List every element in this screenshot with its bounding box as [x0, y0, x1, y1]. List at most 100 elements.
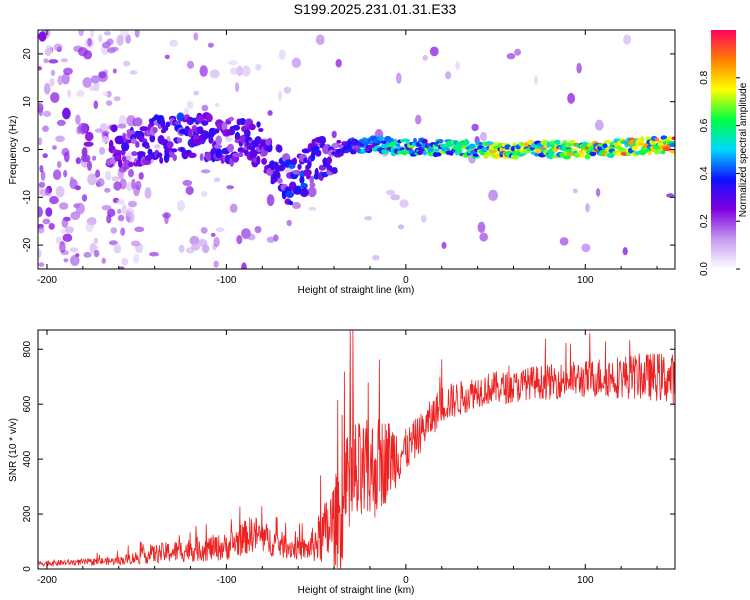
- heatmap-cell: [381, 150, 389, 155]
- colorbar-tick-label: 0.6: [699, 118, 710, 132]
- heatmap-cell: [166, 141, 174, 149]
- heatmap-cell: [56, 119, 66, 126]
- heatmap-cell: [291, 57, 302, 68]
- heatmap-cell: [228, 60, 238, 66]
- heatmap-cell: [93, 100, 99, 109]
- heatmap-cell: [139, 126, 149, 132]
- heatmap-cell: [49, 196, 59, 205]
- heatmap-cell: [82, 77, 92, 88]
- heatmap-cell: [128, 169, 134, 178]
- heatmap-cell: [149, 251, 159, 257]
- heatmap-cell: [77, 47, 88, 57]
- heatmap-cell: [117, 167, 125, 180]
- heatmap-cell: [390, 194, 401, 201]
- heatmap-cell: [595, 188, 601, 197]
- heatmap-cell: [104, 170, 112, 181]
- heatmap-cell: [117, 208, 122, 214]
- heatmap-cell: [94, 128, 103, 133]
- heatmap-cell: [422, 150, 427, 156]
- spectrogram-y-tick-label: 0: [22, 146, 33, 152]
- heatmap-cell: [378, 135, 384, 142]
- snr-x-tick-label: -100: [216, 575, 236, 586]
- heatmap-cell: [186, 60, 195, 69]
- heatmap-cell: [73, 203, 81, 209]
- heatmap-cell: [129, 70, 138, 75]
- heatmap-cell: [226, 185, 234, 190]
- heatmap-cell: [52, 145, 57, 150]
- heatmap-cell: [87, 173, 98, 186]
- heatmap-cell: [95, 169, 101, 178]
- spectrogram-x-tick-label: -200: [37, 275, 57, 286]
- heatmap-cell: [266, 194, 275, 207]
- heatmap-cell: [75, 253, 80, 258]
- heatmap-cell: [164, 212, 169, 225]
- spectrogram-x-tick-label: -100: [216, 275, 236, 286]
- heatmap-cell: [210, 232, 216, 237]
- snr-series: [38, 330, 675, 569]
- heatmap-cell: [193, 32, 199, 41]
- heatmap-cell: [589, 151, 597, 157]
- heatmap-cell: [106, 214, 112, 224]
- colorbar-ticks: 0.0 0.2 0.4 0.6 0.8: [699, 70, 740, 276]
- heatmap-cell: [63, 67, 73, 76]
- heatmap-cell: [437, 139, 444, 144]
- colorbar-tick-label: 0.2: [699, 214, 710, 228]
- heatmap-cell: [121, 204, 127, 215]
- heatmap-cell: [566, 152, 576, 156]
- heatmap-cell: [241, 65, 251, 77]
- heatmap-cell: [63, 169, 68, 178]
- heatmap-cell: [55, 135, 65, 143]
- heatmap-cell: [585, 203, 590, 213]
- heatmap-cell: [165, 121, 171, 128]
- spectrogram-x-tick-label: 100: [577, 275, 594, 286]
- spectrogram-y-label: Frequency (Hz): [8, 116, 19, 185]
- snr-x-tick-label: 100: [577, 575, 594, 586]
- heatmap-cell: [174, 121, 181, 125]
- heatmap-cell: [518, 141, 525, 147]
- heatmap-cell: [38, 66, 43, 71]
- heatmap-cell: [70, 255, 80, 266]
- heatmap-cell: [63, 258, 69, 263]
- heatmap-cell: [229, 67, 240, 75]
- heatmap-cell: [80, 154, 91, 163]
- heatmap-cell: [38, 226, 45, 234]
- heatmap-cell: [108, 240, 118, 246]
- heatmap-cell: [110, 46, 119, 52]
- heatmap-cell: [663, 147, 672, 152]
- heatmap-cell: [573, 153, 582, 158]
- heatmap-cell: [83, 251, 92, 258]
- heatmap-cell: [56, 161, 62, 168]
- heatmap-cell: [372, 254, 380, 261]
- heatmap-cell: [156, 152, 163, 158]
- heatmap-cell: [215, 135, 222, 146]
- heatmap-cell: [331, 130, 337, 139]
- heatmap-cell: [506, 53, 516, 60]
- heatmap-cell: [191, 243, 201, 251]
- heatmap-cell: [193, 90, 200, 96]
- snr-y-ticks: 0 200 400 600 800: [22, 340, 675, 572]
- heatmap-cell: [43, 83, 51, 95]
- heatmap-cell: [623, 34, 632, 45]
- heatmap-cell: [131, 151, 138, 157]
- heatmap-cell: [75, 114, 81, 125]
- heatmap-cell: [273, 234, 279, 242]
- snr-y-tick-label: 400: [22, 450, 33, 467]
- heatmap-cell: [236, 65, 243, 77]
- heatmap-cell: [110, 124, 118, 133]
- heatmap-cell: [441, 241, 447, 249]
- heatmap-cell: [62, 107, 71, 120]
- heatmap-cell: [247, 233, 256, 241]
- snr-x-label: Height of straight line (km): [298, 585, 415, 596]
- colorbar: 0.0 0.2 0.4 0.6 0.8 Normalized spectral ampl…: [699, 30, 749, 276]
- heatmap-cell: [488, 189, 499, 201]
- heatmap-cell: [281, 189, 287, 200]
- heatmap-cell: [116, 199, 125, 205]
- heatmap-cell: [154, 144, 161, 149]
- heatmap-cell: [189, 235, 200, 246]
- heatmap-cell: [256, 155, 261, 165]
- heatmap-cell: [92, 155, 97, 161]
- heatmap-cell: [671, 136, 675, 141]
- heatmap-cell: [248, 123, 256, 131]
- heatmap-cell: [572, 188, 578, 194]
- heatmap-cell: [164, 54, 170, 60]
